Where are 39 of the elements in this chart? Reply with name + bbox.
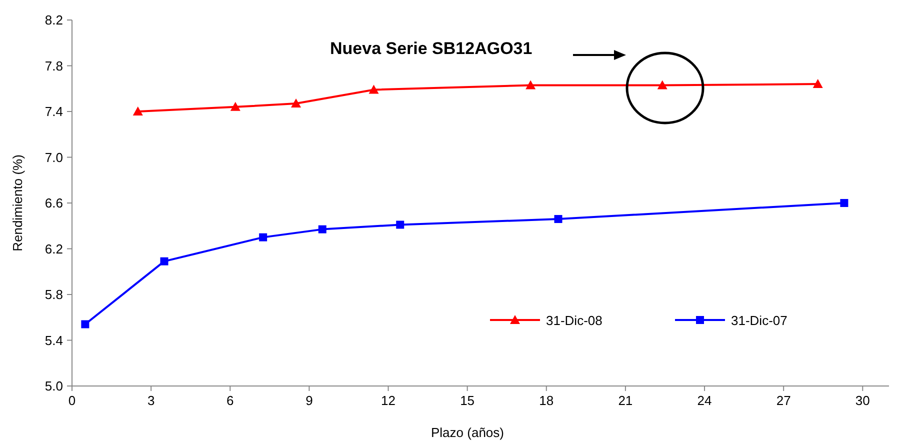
- y-tick-label: 5.4: [44, 332, 63, 348]
- annotation: Nueva Serie SB12AGO31: [330, 39, 532, 58]
- y-tick-label: 7.8: [44, 58, 63, 74]
- x-tick-label: 27: [776, 393, 791, 408]
- point: [812, 79, 823, 88]
- y-axis-title: Rendimiento (%): [10, 154, 25, 252]
- point: [291, 98, 302, 108]
- y-tick-label: 7.4: [44, 104, 63, 119]
- y-tick-label: 6.2: [44, 241, 63, 256]
- x-tick-label: 30: [855, 393, 870, 408]
- y-tick-label: 6.6: [44, 196, 63, 210]
- x-tick-label: 18: [539, 393, 554, 408]
- x-tick-label: 9: [306, 393, 313, 408]
- point: [160, 257, 168, 266]
- point: [81, 320, 90, 328]
- x-tick-label: 0: [68, 393, 76, 408]
- x-axis-title: Plazo (años): [431, 425, 504, 440]
- y-tick-label: 8.2: [44, 12, 63, 28]
- x-tick-label: 12: [381, 393, 396, 408]
- point: [230, 102, 240, 111]
- point: [368, 84, 379, 94]
- x-tick-label: 6: [226, 393, 234, 408]
- point: [318, 225, 326, 234]
- point: [554, 215, 562, 224]
- point: [396, 220, 404, 229]
- point: [132, 106, 143, 116]
- point: [657, 80, 668, 90]
- x-tick-label: 3: [147, 393, 155, 408]
- x-tick-label: 21: [618, 393, 633, 408]
- y-tick-label: 5.8: [44, 287, 63, 302]
- legend-label: 31-Dic-07: [731, 313, 788, 328]
- legend-label: 31-Dic-08: [546, 313, 602, 328]
- point: [526, 80, 536, 90]
- x-tick-label: 15: [460, 393, 475, 408]
- y-tick-label: 5.0: [44, 378, 63, 394]
- y-tick-label: 7.0: [44, 150, 63, 165]
- point: [840, 199, 848, 207]
- x-tick-label: 24: [697, 393, 712, 408]
- point: [259, 233, 268, 242]
